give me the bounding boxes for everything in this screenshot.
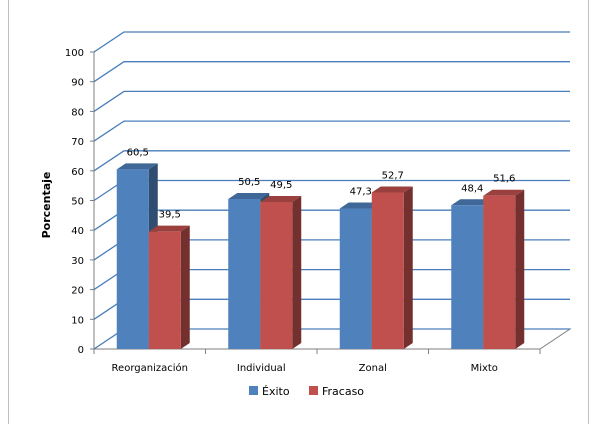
gridline <box>93 61 570 83</box>
data-label: 51,6 <box>493 174 515 185</box>
legend-swatch-fracaso <box>309 386 318 395</box>
bar-top <box>260 195 302 202</box>
data-label: 50,5 <box>238 177 260 188</box>
data-labels: 60,5 39,5 50,5 49,5 47,3 52,7 48,4 51,6 <box>127 147 516 220</box>
y-tick-label: 60 <box>71 167 84 178</box>
data-label: 52,7 <box>382 170 404 181</box>
y-tick-label: 40 <box>71 226 84 237</box>
bar-chart: 0 10 20 30 40 50 60 70 80 90 100 60,5 39,5 50,5 49,5 4… <box>40 31 572 398</box>
gridline <box>93 150 570 172</box>
x-tick-label: Zonal <box>359 363 387 374</box>
bar-side <box>515 189 525 349</box>
x-tick-label: Mixto <box>471 363 498 374</box>
bar-top <box>228 193 270 200</box>
legend-label-éxito: Éxito <box>262 385 290 398</box>
bar-side <box>403 186 413 349</box>
bar-side <box>180 225 190 349</box>
data-label: 48,4 <box>461 183 483 194</box>
bar-front <box>339 208 372 349</box>
bar-front <box>451 205 484 349</box>
bar-side <box>292 195 302 349</box>
bar-top <box>483 189 525 196</box>
data-label: 60,5 <box>127 147 149 158</box>
data-label: 49,5 <box>270 180 292 191</box>
bars <box>116 163 525 349</box>
bar-top <box>371 186 413 193</box>
gridline <box>93 120 570 142</box>
y-tick-label: 10 <box>71 315 84 326</box>
data-label: 47,3 <box>350 187 372 198</box>
bar-front <box>116 169 149 349</box>
bar-front <box>260 201 293 349</box>
y-tick-label: 20 <box>71 286 84 297</box>
bar-mixto-fracaso <box>483 189 525 349</box>
data-label: 39,5 <box>159 210 181 221</box>
bar-front <box>228 199 261 349</box>
y-tick-label: 0 <box>78 345 84 356</box>
bar-reorganización-fracaso <box>148 225 190 349</box>
bar-individual-fracaso <box>260 195 302 349</box>
bar-front <box>371 192 404 349</box>
y-tick-label: 100 <box>65 48 84 59</box>
y-tick-label: 50 <box>71 197 84 208</box>
gridline <box>93 90 570 112</box>
bar-top <box>451 199 493 206</box>
y-tick-label: 70 <box>71 137 84 148</box>
y-tick-label: 30 <box>71 256 84 267</box>
gridline <box>93 31 570 53</box>
y-tick-label: 80 <box>71 107 84 118</box>
y-axis-label: Porcentaje <box>40 172 53 239</box>
legend-label-fracaso: Fracaso <box>322 385 364 398</box>
legend: Éxito Fracaso <box>249 385 364 398</box>
x-axis-ticks: Reorganización Individual Zonal Mixto <box>93 349 541 374</box>
bar-top <box>339 202 381 209</box>
bar-zonal-fracaso <box>371 186 413 349</box>
bar-front <box>148 231 181 349</box>
legend-swatch-éxito <box>249 386 258 395</box>
x-tick-label: Reorganización <box>112 362 188 374</box>
x-tick-label: Individual <box>237 363 286 374</box>
bar-top <box>116 163 158 170</box>
y-tick-label: 90 <box>71 78 84 89</box>
chart-frame: 0 10 20 30 40 50 60 70 80 90 100 60,5 39,5 50,5 49,5 4… <box>8 0 589 424</box>
bar-front <box>483 195 516 349</box>
y-axis-ticks: 0 10 20 30 40 50 60 70 80 90 100 <box>65 48 94 356</box>
bar-top <box>148 225 190 232</box>
